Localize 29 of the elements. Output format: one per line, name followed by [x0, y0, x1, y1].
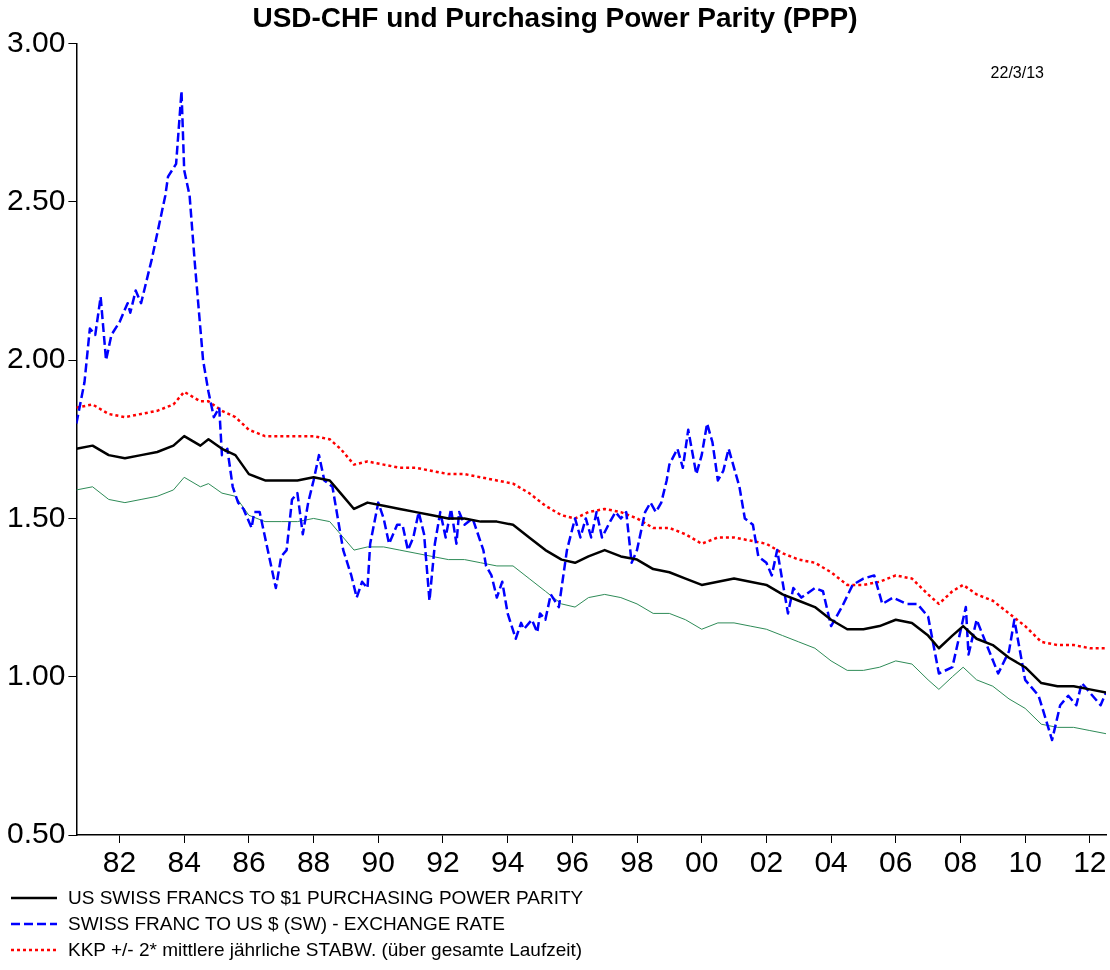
x-tick-label: 82 — [102, 845, 137, 879]
y-tick-label: 0.50 — [7, 816, 66, 850]
line-series — [76, 390, 1106, 650]
x-tick-label: 98 — [620, 845, 654, 879]
x-tick-label: 96 — [555, 845, 590, 879]
x-tick-label: 84 — [167, 845, 201, 879]
legend-label: US SWISS FRANCS TO $1 PURCHASING POWER PARITY — [68, 887, 584, 909]
x-tick-label: 08 — [943, 845, 978, 879]
x-tick-label: 04 — [814, 845, 848, 879]
x-tick-label: 90 — [361, 845, 395, 879]
y-tick-label: 2.00 — [7, 341, 66, 375]
x-tick-label: 00 — [685, 845, 719, 879]
x-tick-label: 88 — [296, 845, 331, 879]
x-tick-label: 86 — [232, 845, 266, 879]
y-tick-label: 3.00 — [7, 24, 66, 58]
x-tick-label: 02 — [749, 845, 784, 879]
y-tick-label: 1.00 — [7, 657, 66, 691]
x-tick-label: 06 — [879, 845, 913, 879]
y-tick-label: 1.50 — [7, 499, 66, 533]
x-tick-label: 10 — [1008, 845, 1042, 879]
x-tick-label: 12 — [1073, 845, 1107, 879]
line-series — [76, 89, 1106, 742]
x-tick-label: 94 — [490, 845, 525, 879]
legend-label: SWISS FRANC TO US $ (SW) - EXCHANGE RATE — [68, 913, 506, 935]
legend-label: KKP +/- 2* mittlere jährliche STABW. (über gesamte Laufzeit) — [68, 939, 583, 961]
x-tick-label: 92 — [426, 845, 460, 879]
annotation: 22/3/13 — [990, 64, 1045, 82]
y-tick-label: 2.50 — [7, 183, 66, 217]
chart-title: USD-CHF und Purchasing Power Parity (PPP) — [252, 1, 858, 33]
